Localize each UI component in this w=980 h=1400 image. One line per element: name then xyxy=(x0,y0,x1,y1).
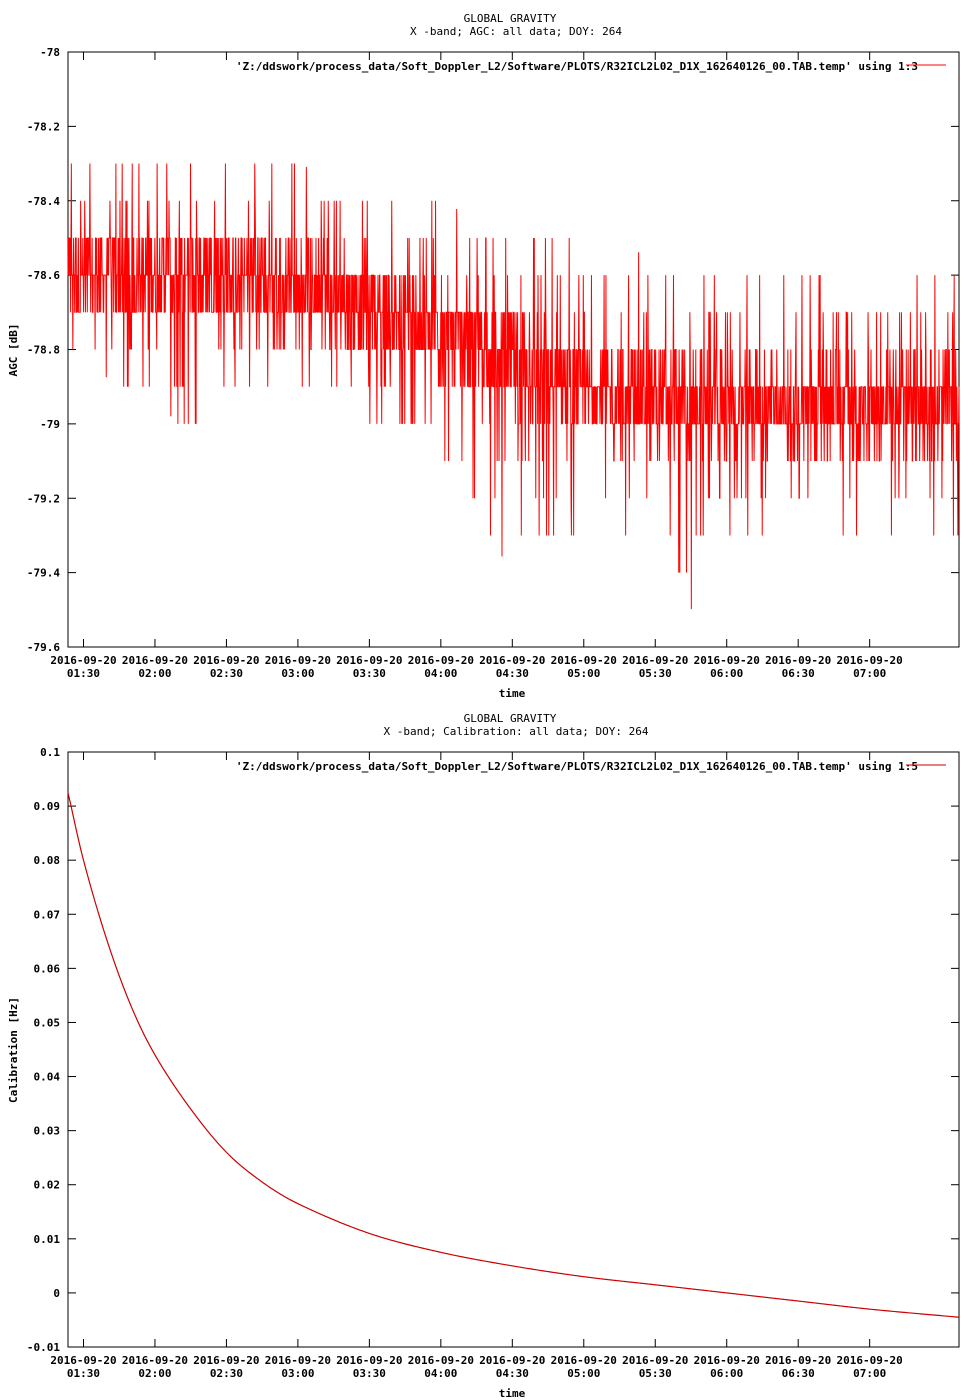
y-tick-label: 0.1 xyxy=(40,746,60,759)
calibration-y-axis-label: Calibration [Hz] xyxy=(7,997,20,1103)
calibration-chart-subtitle: X -band; Calibration: all data; DOY: 264 xyxy=(384,725,649,738)
y-tick-label: -78.8 xyxy=(27,344,60,357)
y-tick-label: -78.6 xyxy=(27,269,60,282)
x-tick-date: 2016-09-20 xyxy=(265,654,331,667)
x-tick-time: 04:00 xyxy=(424,667,457,680)
x-tick-date: 2016-09-20 xyxy=(551,654,617,667)
agc-y-axis-label: AGC [dB] xyxy=(7,324,20,377)
x-tick-time: 01:30 xyxy=(67,667,100,680)
y-tick-label: -79.4 xyxy=(27,567,60,580)
calibration-chart: GLOBAL GRAVITY X -band; Calibration: all… xyxy=(7,712,960,1400)
x-tick-time: 05:30 xyxy=(639,1367,672,1380)
x-tick-time: 04:00 xyxy=(424,1367,457,1380)
x-tick-time: 06:00 xyxy=(710,667,743,680)
x-tick-time: 04:30 xyxy=(496,667,529,680)
x-tick-time: 03:30 xyxy=(353,1367,386,1380)
x-tick-date: 2016-09-20 xyxy=(50,1354,116,1367)
y-tick-label: -79.2 xyxy=(27,492,60,505)
x-tick-time: 05:00 xyxy=(567,667,600,680)
x-tick-time: 05:30 xyxy=(639,667,672,680)
x-tick-time: 05:00 xyxy=(567,1367,600,1380)
x-tick-time: 07:00 xyxy=(853,1367,886,1380)
calibration-legend-label: 'Z:/ddswork/process_data/Soft_Doppler_L2… xyxy=(236,760,918,773)
y-tick-label: -79 xyxy=(40,418,60,431)
x-tick-date: 2016-09-20 xyxy=(837,654,903,667)
x-tick-time: 02:30 xyxy=(210,1367,243,1380)
y-tick-label: -78 xyxy=(40,46,60,59)
x-tick-date: 2016-09-20 xyxy=(336,654,402,667)
y-tick-label: 0.04 xyxy=(34,1071,61,1084)
x-tick-date: 2016-09-20 xyxy=(622,1354,688,1367)
x-tick-time: 02:30 xyxy=(210,667,243,680)
agc-y-ticks: -78 -78.2 -78.4 -78.6 -78.8 -79 -79.2 -79.4 -79.… xyxy=(27,46,959,654)
agc-series-line xyxy=(67,163,960,610)
calibration-chart-title: GLOBAL GRAVITY xyxy=(464,712,557,725)
y-tick-label: -78.2 xyxy=(27,120,60,133)
x-tick-date: 2016-09-20 xyxy=(265,1354,331,1367)
y-tick-label: -79.6 xyxy=(27,641,60,654)
y-tick-label: 0.03 xyxy=(34,1125,61,1138)
agc-x-axis-label: time xyxy=(499,687,526,700)
y-tick-label: 0.07 xyxy=(34,908,61,921)
x-tick-date: 2016-09-20 xyxy=(694,1354,760,1367)
calibration-x-axis-label: time xyxy=(499,1387,526,1400)
x-tick-date: 2016-09-20 xyxy=(694,654,760,667)
x-tick-time: 03:30 xyxy=(353,667,386,680)
x-tick-time: 02:00 xyxy=(138,1367,171,1380)
y-tick-label: 0.08 xyxy=(34,854,61,867)
agc-chart: GLOBAL GRAVITY X -band; AGC: all data; D… xyxy=(7,12,960,700)
x-tick-date: 2016-09-20 xyxy=(336,1354,402,1367)
y-tick-label: 0.09 xyxy=(34,800,61,813)
calibration-plot-frame xyxy=(67,751,960,1348)
x-tick-time: 06:00 xyxy=(710,1367,743,1380)
x-tick-time: 03:00 xyxy=(281,1367,314,1380)
x-tick-date: 2016-09-20 xyxy=(122,654,188,667)
y-tick-label: 0.05 xyxy=(34,1016,61,1029)
x-tick-time: 04:30 xyxy=(496,1367,529,1380)
x-tick-time: 07:00 xyxy=(853,667,886,680)
y-tick-label: -0.01 xyxy=(27,1341,60,1354)
x-tick-date: 2016-09-20 xyxy=(50,654,116,667)
x-tick-date: 2016-09-20 xyxy=(408,1354,474,1367)
y-tick-label: 0.01 xyxy=(34,1233,61,1246)
x-tick-date: 2016-09-20 xyxy=(622,654,688,667)
agc-chart-subtitle: X -band; AGC: all data; DOY: 264 xyxy=(410,25,622,38)
x-tick-time: 02:00 xyxy=(138,667,171,680)
agc-chart-title: GLOBAL GRAVITY xyxy=(464,12,557,25)
calibration-series-line xyxy=(67,792,960,1318)
x-tick-date: 2016-09-20 xyxy=(479,654,545,667)
calibration-x-ticks: 2016-09-2001:302016-09-2002:002016-09-20… xyxy=(50,752,903,1380)
x-tick-date: 2016-09-20 xyxy=(765,654,831,667)
calibration-y-ticks: 0.1 0.09 0.08 0.07 0.06 0.05 0.04 0.03 0.02 0.01 0… xyxy=(27,746,959,1354)
y-tick-label: 0.02 xyxy=(34,1179,61,1192)
x-tick-date: 2016-09-20 xyxy=(837,1354,903,1367)
x-tick-date: 2016-09-20 xyxy=(479,1354,545,1367)
y-tick-label: 0.06 xyxy=(34,962,61,975)
x-tick-time: 03:00 xyxy=(281,667,314,680)
y-tick-label: -78.4 xyxy=(27,195,60,208)
x-tick-time: 01:30 xyxy=(67,1367,100,1380)
y-tick-label: 0 xyxy=(53,1287,60,1300)
agc-x-ticks: 2016-09-2001:302016-09-2002:002016-09-20… xyxy=(50,52,903,680)
x-tick-date: 2016-09-20 xyxy=(551,1354,617,1367)
x-tick-date: 2016-09-20 xyxy=(408,654,474,667)
x-tick-time: 06:30 xyxy=(782,667,815,680)
agc-legend-label: 'Z:/ddswork/process_data/Soft_Doppler_L2… xyxy=(236,60,918,73)
x-tick-date: 2016-09-20 xyxy=(765,1354,831,1367)
x-tick-time: 06:30 xyxy=(782,1367,815,1380)
x-tick-date: 2016-09-20 xyxy=(122,1354,188,1367)
x-tick-date: 2016-09-20 xyxy=(193,1354,259,1367)
x-tick-date: 2016-09-20 xyxy=(193,654,259,667)
